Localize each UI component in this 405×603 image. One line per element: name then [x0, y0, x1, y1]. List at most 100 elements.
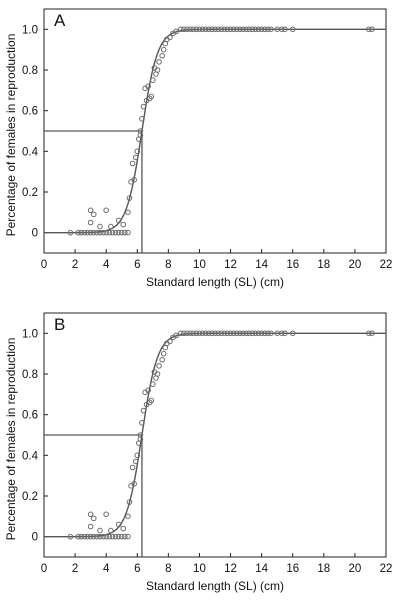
data-point [212, 26, 218, 33]
data-point [258, 330, 265, 337]
data-point [94, 533, 100, 540]
data-point [205, 330, 212, 337]
data-point [246, 330, 252, 337]
data-point [187, 330, 193, 337]
data-point [108, 527, 114, 534]
data-point [252, 330, 259, 337]
data-point [230, 330, 237, 337]
data-point [178, 26, 184, 33]
data-point [106, 533, 113, 540]
data-point [154, 67, 161, 73]
data-point [199, 26, 206, 33]
data-point [178, 330, 184, 337]
data-point [115, 533, 122, 540]
x-tick-label: 8 [165, 563, 171, 575]
data-point [181, 26, 187, 33]
x-tick-label: 20 [349, 563, 362, 575]
data-point [115, 217, 122, 224]
y-tick-label: 0.6 [22, 106, 38, 118]
data-point [190, 26, 197, 33]
data-point [184, 26, 190, 33]
data-point [193, 330, 200, 337]
data-point [265, 330, 271, 337]
data-point [120, 525, 127, 532]
data-point [209, 26, 215, 33]
data-point [75, 229, 81, 236]
data-point [139, 116, 145, 122]
data-point [134, 452, 141, 459]
x-tick-label: 20 [349, 259, 362, 271]
data-point [125, 513, 131, 520]
data-point [237, 330, 243, 337]
data-point [268, 330, 274, 337]
data-point [243, 26, 249, 33]
y-tick-label: 1.0 [22, 328, 38, 340]
data-point [160, 46, 167, 53]
x-tick-label: 18 [317, 259, 330, 271]
x-axis-label: Standard length (SL) (cm) [146, 579, 284, 593]
x-tick-label: 0 [41, 259, 47, 271]
data-point [148, 397, 155, 404]
data-point [366, 26, 372, 33]
data-point [132, 458, 139, 465]
data-point [145, 83, 151, 90]
data-point [90, 533, 97, 540]
data-point [137, 436, 144, 442]
data-point [255, 26, 262, 33]
y-tick-label: 0 [32, 532, 38, 544]
y-tick-label: 0.2 [22, 187, 38, 199]
x-tick-label: 16 [286, 563, 299, 575]
x-tick-label: 0 [41, 563, 47, 575]
x-tick-label: 6 [134, 563, 140, 575]
data-point [139, 420, 145, 426]
data-point [97, 533, 103, 540]
data-point [221, 26, 228, 33]
data-point [129, 160, 136, 167]
data-point [193, 26, 200, 33]
x-tick-label: 14 [255, 563, 268, 575]
panel-b: B Percentage of females in reproduction … [4, 312, 392, 593]
data-point [289, 26, 296, 33]
data-point [134, 148, 141, 155]
data-point [87, 229, 94, 236]
data-point [243, 330, 249, 337]
data-point [94, 229, 100, 236]
data-point [145, 387, 151, 394]
data-point [115, 521, 122, 528]
data-point [122, 533, 128, 540]
data-point [100, 533, 106, 540]
data-point [137, 128, 144, 134]
data-point [118, 229, 125, 236]
data-point [173, 332, 179, 339]
y-tick-label: 0 [32, 228, 38, 240]
data-point [156, 59, 162, 65]
data-point [282, 26, 288, 33]
data-point [252, 26, 259, 33]
data-point [187, 26, 193, 33]
data-point [78, 229, 85, 236]
data-point [126, 499, 133, 505]
y-tick-label: 0.4 [22, 450, 39, 462]
data-point [255, 330, 262, 337]
data-point [84, 229, 91, 236]
y-axis-label: Percentage of females in reproduction [4, 338, 18, 541]
data-point [87, 533, 94, 540]
data-point [218, 330, 225, 337]
x-tick-label: 14 [255, 259, 268, 271]
y-axis-label: Percentage of females in reproduction [4, 34, 18, 237]
data-point [150, 77, 156, 83]
data-point [369, 330, 375, 337]
data-point [118, 533, 125, 540]
data-point [140, 407, 147, 414]
data-point [279, 26, 285, 33]
y-tick-label: 0.6 [22, 410, 38, 422]
panel-label: A [54, 11, 66, 30]
data-point [209, 330, 215, 337]
data-point [87, 207, 94, 214]
data-point [129, 464, 136, 471]
data-point [240, 26, 246, 33]
data-point [106, 229, 113, 236]
data-point [97, 229, 103, 236]
data-point [202, 330, 209, 337]
